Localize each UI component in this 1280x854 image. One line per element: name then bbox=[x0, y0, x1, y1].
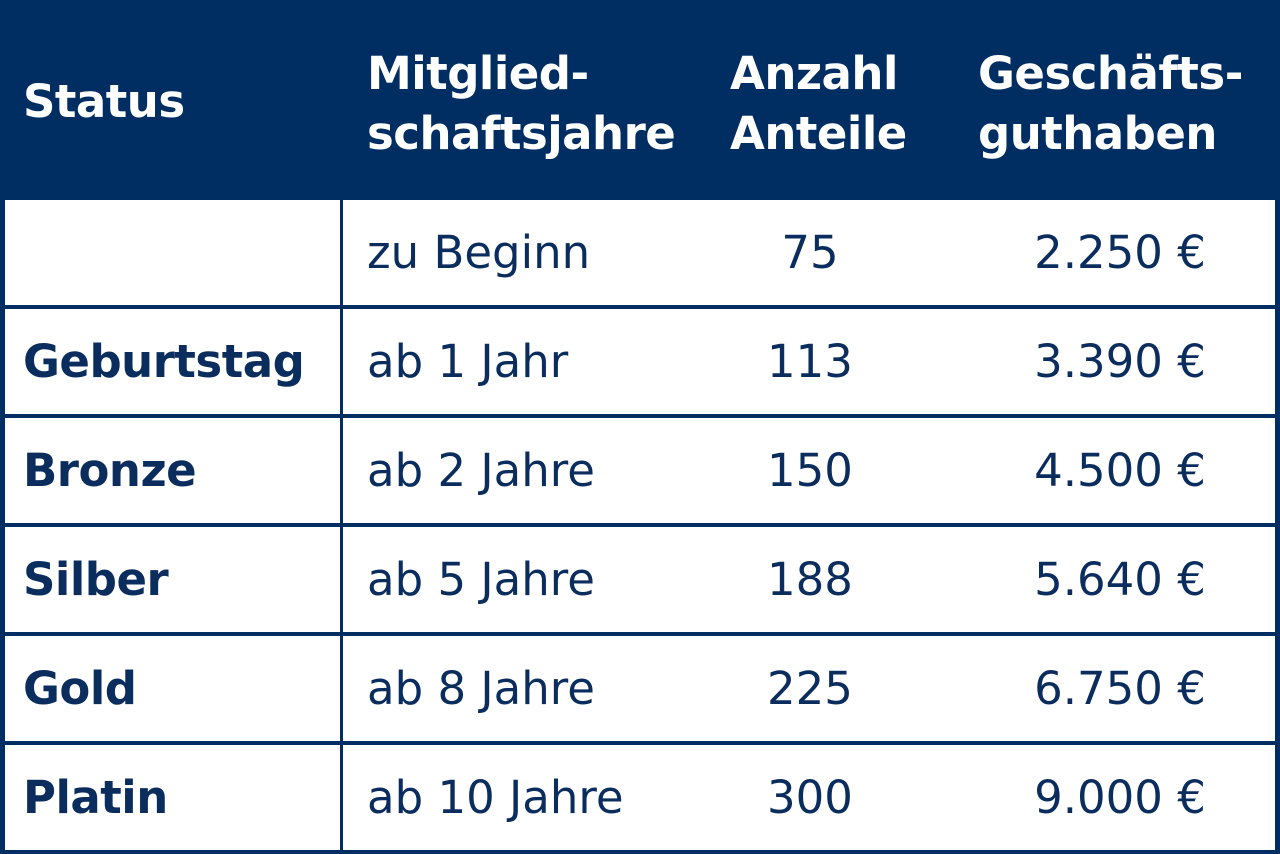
count-cell: 113 bbox=[767, 335, 853, 388]
table-header: Status Mitglied- schaftsjahre Anzahl Ant… bbox=[0, 0, 1280, 196]
header-years-line1: Mitglied- bbox=[367, 47, 589, 100]
count-cell: 225 bbox=[767, 662, 853, 715]
years-cell: ab 10 Jahre bbox=[343, 745, 1275, 850]
credit-cell: 6.750 € bbox=[1034, 662, 1206, 715]
header-years-line2: schaftsjahre bbox=[367, 107, 676, 160]
status-cell: Platin bbox=[5, 745, 340, 850]
credit-cell: 3.390 € bbox=[1034, 335, 1206, 388]
count-cell: 150 bbox=[767, 444, 853, 497]
status-cell: Gold bbox=[5, 636, 340, 741]
count-cell: 188 bbox=[767, 553, 853, 606]
table-body: zu Beginn 75 2.250 € Geburtstag ab 1 Jah… bbox=[5, 196, 1275, 850]
table-row: Geburtstag ab 1 Jahr 113 3.390 € bbox=[5, 309, 1275, 414]
table-row: zu Beginn 75 2.250 € bbox=[5, 200, 1275, 305]
table-row: Platin ab 10 Jahre 300 9.000 € bbox=[5, 745, 1275, 850]
status-cell bbox=[5, 200, 340, 305]
table-row: Silber ab 5 Jahre 188 5.640 € bbox=[5, 527, 1275, 632]
header-credit-line1: Geschäfts- bbox=[978, 47, 1243, 100]
years-cell: ab 2 Jahre bbox=[343, 418, 1275, 523]
header-share-count: Anzahl Anteile bbox=[730, 44, 907, 164]
header-status: Status bbox=[23, 72, 185, 132]
count-cell: 75 bbox=[781, 226, 839, 279]
header-count-line1: Anzahl bbox=[730, 47, 898, 100]
header-status-label: Status bbox=[23, 75, 185, 128]
years-cell: ab 8 Jahre bbox=[343, 636, 1275, 741]
header-membership-years: Mitglied- schaftsjahre bbox=[367, 44, 676, 164]
credit-cell: 4.500 € bbox=[1034, 444, 1206, 497]
count-cell: 300 bbox=[767, 771, 853, 824]
years-cell: ab 1 Jahr bbox=[343, 309, 1275, 414]
status-cell: Geburtstag bbox=[5, 309, 340, 414]
status-cell: Bronze bbox=[5, 418, 340, 523]
credit-cell: 5.640 € bbox=[1034, 553, 1206, 606]
header-count-line2: Anteile bbox=[730, 107, 907, 160]
header-credit-line2: guthaben bbox=[978, 107, 1217, 160]
table-row: Gold ab 8 Jahre 225 6.750 € bbox=[5, 636, 1275, 741]
credit-cell: 9.000 € bbox=[1034, 771, 1206, 824]
credit-cell: 2.250 € bbox=[1034, 226, 1206, 279]
table-row: Bronze ab 2 Jahre 150 4.500 € bbox=[5, 418, 1275, 523]
years-cell: zu Beginn bbox=[343, 200, 1275, 305]
header-business-credit: Geschäfts- guthaben bbox=[978, 44, 1243, 164]
status-cell: Silber bbox=[5, 527, 340, 632]
years-cell: ab 5 Jahre bbox=[343, 527, 1275, 632]
